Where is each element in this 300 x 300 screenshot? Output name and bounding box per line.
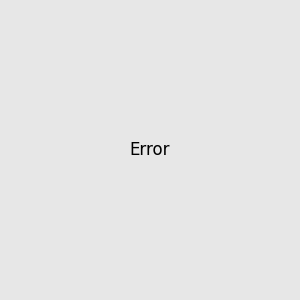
Text: Error: Error	[130, 141, 170, 159]
